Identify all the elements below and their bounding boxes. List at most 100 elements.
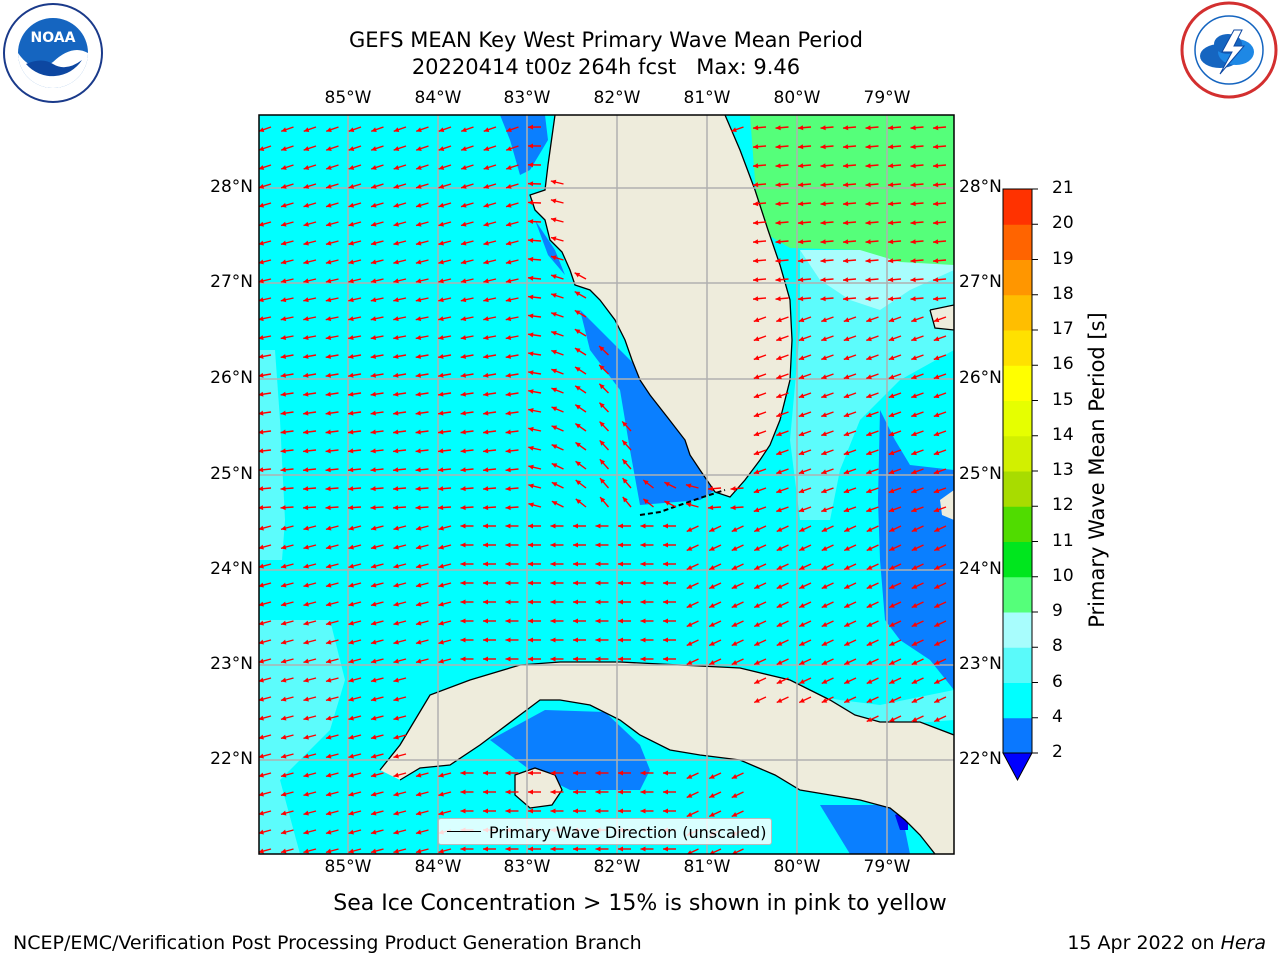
wave-arrow-head xyxy=(461,146,467,151)
wave-arrow-head xyxy=(618,580,623,586)
wave-arrow-head xyxy=(663,599,668,605)
lat-label: 80°W xyxy=(773,88,821,108)
legend-line-icon xyxy=(447,831,481,832)
wave-arrow-head xyxy=(573,580,578,586)
wave-arrow-head xyxy=(911,469,917,475)
lat-label: 81°W xyxy=(683,857,731,877)
wave-arrow-head xyxy=(505,637,511,643)
wave-arrow-head xyxy=(505,599,511,605)
wave-arrow-head xyxy=(259,563,264,569)
sea-ice-note-text: Sea Ice Concentration > 15% is shown in … xyxy=(333,891,947,916)
wave-arrow-head xyxy=(910,296,916,302)
wave-arrow-head xyxy=(259,202,265,208)
wave-arrow-head xyxy=(393,791,399,797)
colorbar-level-label: 8 xyxy=(1052,636,1063,657)
wave-arrow-head xyxy=(551,330,557,336)
wave-arrow-head xyxy=(911,488,917,494)
wave-arrow-head xyxy=(393,429,399,435)
wave-arrow-head xyxy=(910,144,916,150)
wave-arrow-head xyxy=(370,297,377,303)
wave-arrow-head xyxy=(259,848,264,854)
wave-arrow-head xyxy=(393,544,399,550)
wave-arrow-head xyxy=(370,791,377,797)
wave-arrow-head xyxy=(415,335,422,340)
wave-arrow-head xyxy=(934,622,940,627)
wave-arrow-head xyxy=(528,200,534,206)
wave-arrow-head xyxy=(325,221,332,227)
wave-arrow-head xyxy=(934,641,940,646)
wave-arrow-head xyxy=(798,355,805,361)
wave-arrow-head xyxy=(663,637,668,643)
wave-arrow-head xyxy=(460,808,466,814)
wave-arrow-head xyxy=(393,353,399,359)
wave-arrow-head xyxy=(393,658,399,664)
wave-arrow-head xyxy=(303,297,309,303)
lat-label: 83°W xyxy=(503,88,551,108)
colorbar-segment xyxy=(1003,612,1032,648)
wave-arrow-head xyxy=(551,501,558,506)
noaa-logo-text: NOAA xyxy=(31,30,76,46)
wave-arrow-head xyxy=(259,183,265,189)
wave-arrow-head xyxy=(600,497,606,503)
wave-arrow-head xyxy=(303,525,309,531)
wave-arrow-head xyxy=(798,125,804,131)
wave-arrow-head xyxy=(844,660,850,665)
wave-arrow-head xyxy=(775,201,781,207)
wave-arrow-head xyxy=(348,183,355,189)
wave-arrow-head xyxy=(933,182,939,188)
wave-arrow-head xyxy=(640,618,646,624)
wave-arrow-head xyxy=(325,467,331,473)
wave-arrow-head xyxy=(640,808,646,814)
wave-arrow-head xyxy=(821,603,828,608)
wave-arrow-head xyxy=(528,256,534,262)
wave-arrow-head xyxy=(663,770,668,776)
wave-arrow-head xyxy=(865,125,871,131)
wave-arrow-head xyxy=(731,546,738,551)
wave-arrow-head xyxy=(438,448,444,454)
wave-arrow-head xyxy=(461,202,467,208)
wave-arrow-head xyxy=(259,410,264,416)
wave-arrow-head xyxy=(933,336,940,342)
wave-arrow-head xyxy=(393,297,399,303)
wave-arrow-head xyxy=(731,565,738,570)
wave-arrow-head xyxy=(505,467,511,473)
wave-arrow-head xyxy=(325,372,332,378)
wave-arrow-head xyxy=(438,791,444,797)
wave-arrow-head xyxy=(393,696,399,702)
lat-label: 22°N xyxy=(959,749,1002,769)
wave-arrow-head xyxy=(483,656,488,662)
wave-arrow-head xyxy=(888,182,894,188)
wave-arrow-head xyxy=(866,660,873,665)
wave-arrow-head xyxy=(259,677,264,683)
wave-arrow-head xyxy=(325,429,331,435)
wave-arrow-head xyxy=(753,125,759,131)
wave-arrow-head xyxy=(483,561,488,567)
wave-arrow-head xyxy=(280,467,286,473)
wave-arrow-head xyxy=(505,542,511,548)
wave-arrow-head xyxy=(348,240,354,246)
wave-arrow-head xyxy=(911,412,917,418)
wave-arrow-head xyxy=(370,240,377,246)
wave-arrow-head xyxy=(438,183,445,189)
wave-arrow-head xyxy=(483,808,488,814)
wave-arrow-head xyxy=(393,848,399,854)
wave-arrow-head xyxy=(303,753,309,759)
wave-arrow-head xyxy=(370,448,376,454)
wave-arrow-head xyxy=(460,618,466,624)
wave-arrow-head xyxy=(618,523,623,529)
wave-arrow-head xyxy=(730,486,736,492)
wave-arrow-head xyxy=(843,182,849,188)
wave-arrow-head xyxy=(753,317,760,323)
wave-arrow-head xyxy=(438,391,444,397)
wave-arrow-head xyxy=(325,486,331,492)
wave-arrow-head xyxy=(709,793,715,798)
wave-arrow-head xyxy=(866,393,872,399)
wave-arrow-head xyxy=(820,296,826,302)
wave-arrow-head xyxy=(573,808,578,814)
wave-arrow-head xyxy=(303,620,309,626)
wave-arrow-head xyxy=(821,527,828,532)
wave-arrow-head xyxy=(843,450,850,456)
wave-arrow-head xyxy=(618,789,623,795)
wave-arrow-head xyxy=(348,127,355,133)
wave-arrow-head xyxy=(798,393,805,399)
